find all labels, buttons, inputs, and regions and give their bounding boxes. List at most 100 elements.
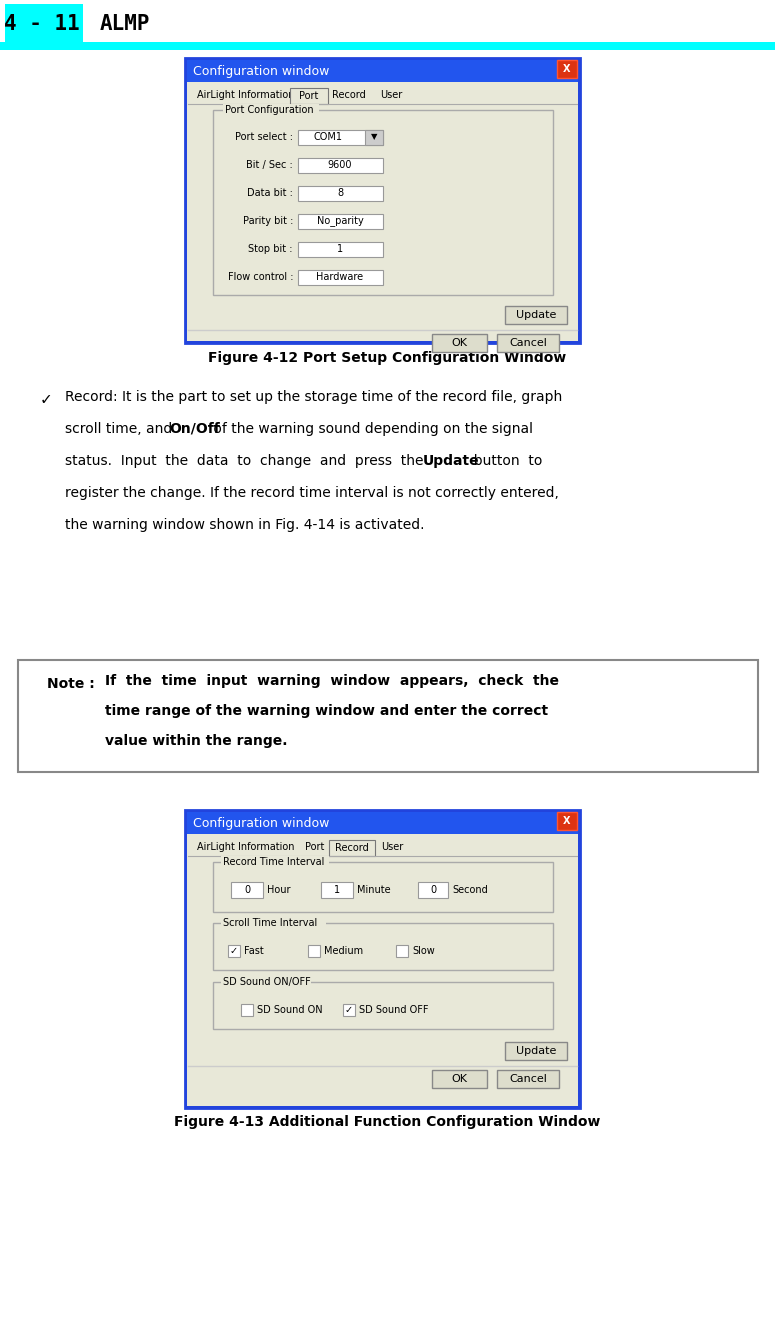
FancyBboxPatch shape <box>187 813 578 834</box>
FancyBboxPatch shape <box>298 130 383 145</box>
Text: Slow: Slow <box>412 945 435 956</box>
FancyBboxPatch shape <box>241 1005 253 1017</box>
FancyBboxPatch shape <box>228 945 240 958</box>
Text: ALMP: ALMP <box>100 13 150 34</box>
FancyBboxPatch shape <box>557 60 577 78</box>
Text: If  the  time  input  warning  window  appears,  check  the: If the time input warning window appears… <box>105 674 559 688</box>
Text: ✓: ✓ <box>40 392 53 407</box>
FancyBboxPatch shape <box>418 882 448 898</box>
Text: 4 - 11: 4 - 11 <box>4 13 80 34</box>
Text: Port: Port <box>305 842 325 851</box>
Text: Port Configuration: Port Configuration <box>225 105 314 115</box>
FancyBboxPatch shape <box>298 185 383 201</box>
Text: No_parity: No_parity <box>317 215 363 227</box>
Text: of the warning sound depending on the signal: of the warning sound depending on the si… <box>209 422 533 436</box>
FancyBboxPatch shape <box>290 89 328 103</box>
Text: Medium: Medium <box>324 945 363 956</box>
Text: Hardware: Hardware <box>316 273 363 282</box>
Text: Port select :: Port select : <box>235 132 293 142</box>
FancyBboxPatch shape <box>329 839 375 855</box>
Text: Configuration window: Configuration window <box>193 64 329 78</box>
Text: 8: 8 <box>337 188 343 197</box>
Text: Stop bit :: Stop bit : <box>249 244 293 254</box>
Text: ✓: ✓ <box>345 1005 353 1015</box>
Text: Port: Port <box>299 91 319 101</box>
Text: SD Sound ON/OFF: SD Sound ON/OFF <box>223 976 311 987</box>
FancyBboxPatch shape <box>185 58 580 342</box>
Text: value within the range.: value within the range. <box>105 735 288 748</box>
Text: ▼: ▼ <box>370 133 377 141</box>
Text: Record Time Interval: Record Time Interval <box>223 857 325 868</box>
FancyBboxPatch shape <box>187 60 578 82</box>
FancyBboxPatch shape <box>396 945 408 958</box>
Text: 9600: 9600 <box>328 160 353 171</box>
Text: 0: 0 <box>430 885 436 894</box>
Text: time range of the warning window and enter the correct: time range of the warning window and ent… <box>105 704 548 719</box>
Text: button  to: button to <box>465 454 542 467</box>
Text: OK: OK <box>451 338 467 348</box>
Text: Configuration window: Configuration window <box>193 817 329 830</box>
Text: X: X <box>563 64 570 74</box>
FancyBboxPatch shape <box>497 334 559 352</box>
FancyBboxPatch shape <box>185 810 580 1108</box>
Text: OK: OK <box>451 1074 467 1084</box>
Text: User: User <box>380 90 402 99</box>
Text: the warning window shown in Fig. 4-14 is activated.: the warning window shown in Fig. 4-14 is… <box>65 518 425 532</box>
Text: Hour: Hour <box>267 885 291 894</box>
Text: 0: 0 <box>244 885 250 894</box>
Text: User: User <box>381 842 403 851</box>
FancyBboxPatch shape <box>231 882 263 898</box>
Text: status.  Input  the  data  to  change  and  press  the: status. Input the data to change and pre… <box>65 454 428 467</box>
Text: Update: Update <box>516 310 556 320</box>
Text: Bit / Sec :: Bit / Sec : <box>246 160 293 171</box>
FancyBboxPatch shape <box>298 270 383 285</box>
FancyBboxPatch shape <box>505 306 567 324</box>
Text: Fast: Fast <box>244 945 264 956</box>
Text: ✓: ✓ <box>230 945 238 956</box>
FancyBboxPatch shape <box>187 82 578 341</box>
Text: 1: 1 <box>337 244 343 254</box>
FancyBboxPatch shape <box>18 659 758 772</box>
Text: COM1: COM1 <box>314 132 343 142</box>
FancyBboxPatch shape <box>221 855 329 868</box>
Text: Parity bit :: Parity bit : <box>243 216 293 226</box>
Text: Figure 4-13 Additional Function Configuration Window: Figure 4-13 Additional Function Configur… <box>174 1115 600 1129</box>
Text: SD Sound ON: SD Sound ON <box>257 1005 322 1015</box>
FancyBboxPatch shape <box>0 42 775 50</box>
Text: Update: Update <box>423 454 480 467</box>
Text: On/Off: On/Off <box>169 422 220 436</box>
Text: Figure 4-12 Port Setup Configuration Window: Figure 4-12 Port Setup Configuration Win… <box>208 351 566 365</box>
FancyBboxPatch shape <box>497 1070 559 1088</box>
FancyBboxPatch shape <box>298 242 383 257</box>
Text: Update: Update <box>516 1046 556 1056</box>
Text: Record: It is the part to set up the storage time of the record file, graph: Record: It is the part to set up the sto… <box>65 389 562 404</box>
Text: SD Sound OFF: SD Sound OFF <box>359 1005 429 1015</box>
FancyBboxPatch shape <box>221 976 311 988</box>
Text: AirLight Information: AirLight Information <box>197 90 294 99</box>
FancyBboxPatch shape <box>505 1042 567 1060</box>
Text: Cancel: Cancel <box>509 1074 547 1084</box>
Text: Data bit :: Data bit : <box>247 188 293 197</box>
Text: Second: Second <box>452 885 487 894</box>
Text: Cancel: Cancel <box>509 338 547 348</box>
FancyBboxPatch shape <box>5 4 83 42</box>
FancyBboxPatch shape <box>223 103 319 115</box>
FancyBboxPatch shape <box>187 834 578 1107</box>
FancyBboxPatch shape <box>432 334 487 352</box>
Text: 1: 1 <box>334 885 340 894</box>
FancyBboxPatch shape <box>298 214 383 230</box>
Text: Flow control :: Flow control : <box>228 273 293 282</box>
FancyBboxPatch shape <box>343 1005 355 1017</box>
Text: X: X <box>563 817 570 826</box>
FancyBboxPatch shape <box>557 813 577 830</box>
Text: Record: Record <box>332 90 366 99</box>
FancyBboxPatch shape <box>432 1070 487 1088</box>
Text: AirLight Information: AirLight Information <box>197 842 294 851</box>
FancyBboxPatch shape <box>308 945 320 958</box>
FancyBboxPatch shape <box>221 917 326 929</box>
Text: Record: Record <box>335 843 369 853</box>
Text: register the change. If the record time interval is not correctly entered,: register the change. If the record time … <box>65 486 559 500</box>
Text: Minute: Minute <box>357 885 391 894</box>
FancyBboxPatch shape <box>83 4 775 42</box>
Text: scroll time, and: scroll time, and <box>65 422 177 436</box>
